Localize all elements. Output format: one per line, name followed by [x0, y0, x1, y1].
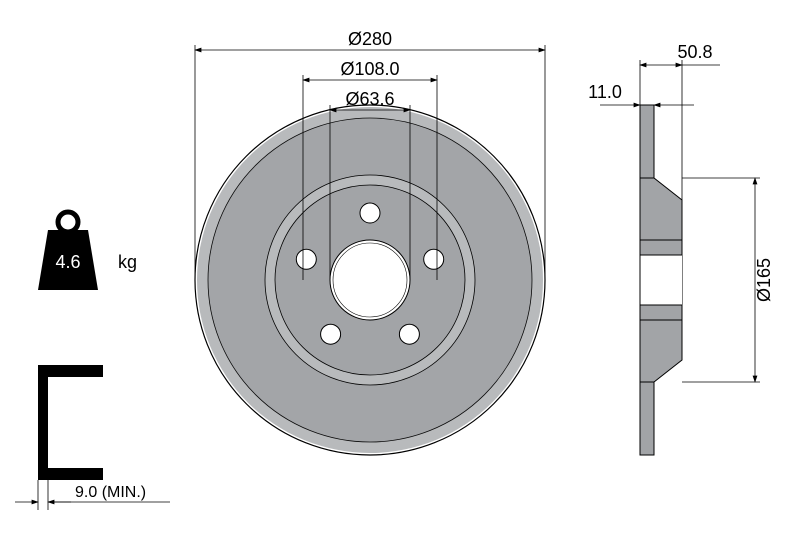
svg-text:Ø108.0: Ø108.0	[340, 59, 399, 79]
svg-text:Ø63.6: Ø63.6	[345, 89, 394, 109]
svg-text:11.0: 11.0	[588, 82, 622, 102]
svg-text:4.6: 4.6	[55, 252, 80, 272]
svg-text:Ø280: Ø280	[348, 29, 392, 49]
dim-height: Ø165	[682, 178, 774, 382]
min-thickness-icon: 9.0 (MIN.)	[15, 365, 170, 510]
svg-text:50.8: 50.8	[677, 42, 712, 62]
svg-text:kg: kg	[118, 252, 137, 272]
weight-icon: 4.6 kg	[38, 212, 137, 290]
svg-text:Ø165: Ø165	[754, 258, 774, 302]
side-view	[640, 105, 682, 455]
tech-drawing: TEXTAR	[0, 0, 800, 533]
front-view	[195, 105, 545, 455]
dim-thickness: 11.0	[588, 82, 694, 105]
svg-text:9.0 (MIN.): 9.0 (MIN.)	[75, 484, 146, 501]
